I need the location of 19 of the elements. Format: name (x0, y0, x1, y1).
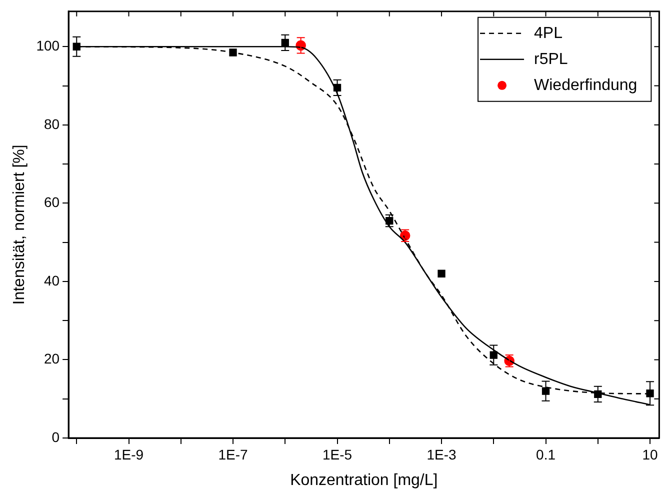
y-tick-label: 0 (52, 428, 60, 445)
legend-label: r5PL (534, 50, 568, 68)
y-tick-label: 40 (44, 272, 60, 288)
point (229, 48, 237, 56)
legend-label: 4PL (534, 24, 563, 42)
y-tick-label: 60 (44, 194, 60, 210)
x-tick-label: 1E-7 (218, 446, 248, 462)
y-tick-label: 80 (44, 116, 60, 132)
legend-label: Wiederfindung (534, 76, 638, 94)
x-axis-title: Konzentration [mg/L] (290, 472, 438, 489)
point (438, 270, 446, 278)
y-axis-title: Intensität, normiert [%] (11, 144, 28, 305)
x-tick-label: 1E-9 (114, 446, 144, 462)
x-tick-label: 1E-3 (426, 446, 457, 462)
y-tick-label: 100 (36, 37, 60, 54)
y-tick-label: 20 (44, 350, 60, 367)
x-tick-label: 10 (642, 446, 658, 462)
x-tick-label: 1E-5 (322, 446, 352, 462)
x-tick-label: 0.1 (536, 446, 556, 462)
